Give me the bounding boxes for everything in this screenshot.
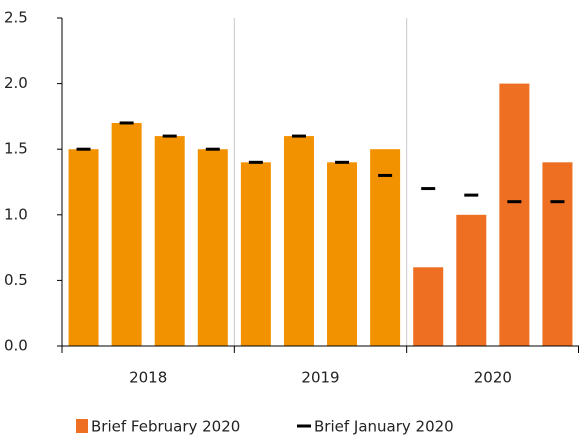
bar (499, 83, 530, 346)
bar (111, 122, 142, 347)
legend-label: Brief January 2020 (314, 418, 454, 436)
y-tick-label: 1.0 (4, 205, 28, 223)
legend-swatch (76, 419, 88, 433)
bar (240, 162, 271, 346)
y-tick-label: 1.5 (4, 140, 28, 158)
bar (327, 162, 358, 346)
bar (456, 214, 487, 346)
bar (413, 267, 444, 346)
bar (370, 149, 401, 346)
bar (197, 149, 228, 346)
y-tick-label: 0.0 (4, 337, 28, 355)
bar (154, 136, 185, 346)
bar (542, 162, 573, 346)
legend-label: Brief February 2020 (91, 418, 240, 436)
bar (283, 136, 314, 346)
x-group-label: 2019 (301, 369, 339, 387)
x-group-label: 2018 (129, 369, 167, 387)
y-tick-label: 0.5 (4, 271, 28, 289)
y-tick-label: 2.5 (4, 9, 28, 27)
bar (68, 149, 99, 346)
x-group-label: 2020 (474, 369, 512, 387)
y-tick-label: 2.0 (4, 74, 28, 92)
